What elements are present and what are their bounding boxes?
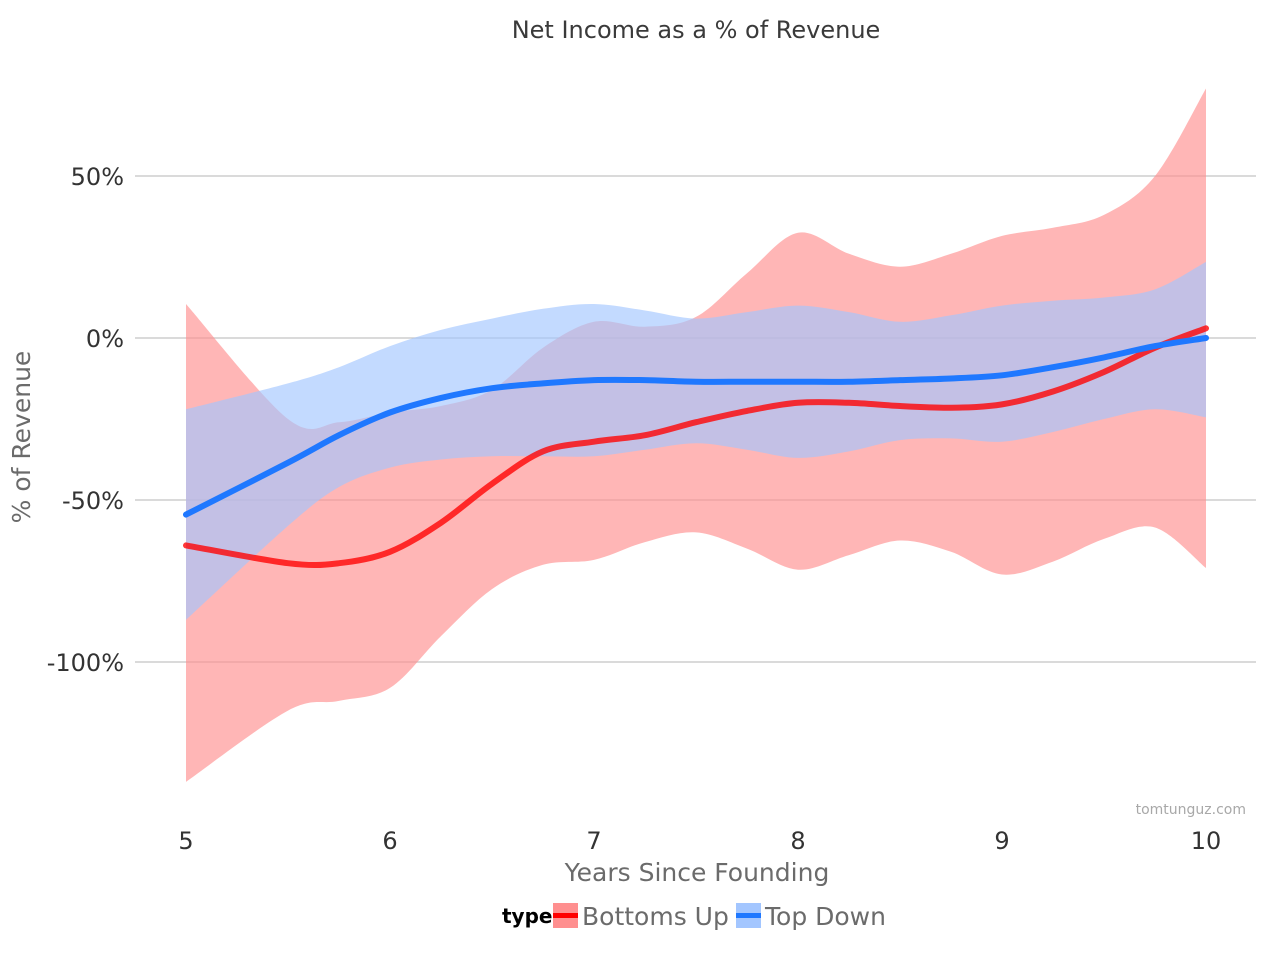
confidence-bands	[186, 88, 1206, 782]
x-tick-label: 9	[994, 827, 1009, 855]
y-tick-label: 50%	[71, 163, 124, 191]
x-tick-label: 5	[178, 827, 193, 855]
y-tick-label: -100%	[47, 649, 124, 677]
y-tick-label: 0%	[86, 325, 124, 353]
x-axis-ticks: 5 6 7 8 9 10	[178, 827, 1221, 855]
top-down-series-line	[183, 335, 1209, 518]
top-down-confidence-band	[186, 261, 1206, 620]
legend: type Bottoms Up Top Down	[502, 902, 886, 931]
x-tick-label: 7	[586, 827, 601, 855]
legend-item-bottoms-up[interactable]: Bottoms Up	[553, 902, 729, 931]
x-tick-label: 6	[382, 827, 397, 855]
y-axis-ticks: 50% 0% -50% -100%	[47, 163, 124, 677]
x-tick-label: 10	[1191, 827, 1222, 855]
y-axis-label: % of Revenue	[7, 351, 36, 524]
legend-label: Top Down	[764, 902, 886, 931]
credit-text: tomtunguz.com	[1136, 802, 1246, 818]
series-lines	[183, 325, 1209, 569]
x-tick-label: 8	[790, 827, 805, 855]
x-axis-label: Years Since Founding	[564, 858, 830, 887]
chart-title: Net Income as a % of Revenue	[512, 16, 881, 44]
legend-title: type	[502, 904, 552, 928]
y-tick-label: -50%	[62, 487, 124, 515]
bottoms-up-series-line	[183, 325, 1209, 569]
legend-item-top-down[interactable]: Top Down	[736, 902, 886, 931]
legend-label: Bottoms Up	[582, 902, 729, 931]
